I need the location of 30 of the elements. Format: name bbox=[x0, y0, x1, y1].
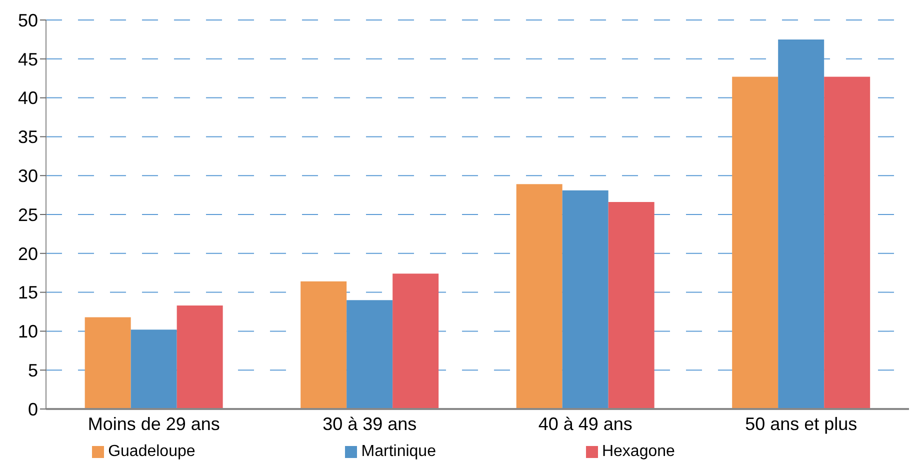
bar bbox=[516, 184, 562, 409]
legend-label: Hexagone bbox=[602, 443, 675, 460]
y-tick-label: 30 bbox=[18, 166, 38, 186]
y-tick-label: 45 bbox=[18, 49, 38, 70]
bar bbox=[608, 202, 654, 409]
y-tick-label: 40 bbox=[18, 88, 38, 108]
bar bbox=[392, 274, 439, 409]
bar bbox=[130, 330, 177, 409]
bar bbox=[778, 39, 824, 409]
y-tick-label: 15 bbox=[18, 282, 38, 303]
bar bbox=[84, 317, 131, 409]
bar bbox=[824, 76, 870, 409]
bar bbox=[562, 190, 608, 409]
y-tick-label: 35 bbox=[18, 127, 38, 148]
y-tick-label: 25 bbox=[18, 204, 38, 225]
legend-label: Martinique bbox=[361, 443, 436, 460]
bar bbox=[300, 281, 347, 409]
y-tick-label: 10 bbox=[18, 322, 38, 342]
y-tick-label: 50 bbox=[18, 10, 38, 30]
bar bbox=[732, 76, 778, 409]
bar bbox=[176, 306, 223, 409]
y-tick-label: 20 bbox=[18, 244, 38, 264]
bar bbox=[346, 300, 393, 409]
x-tick-label: 40 à 49 ans bbox=[538, 414, 632, 434]
y-tick-label: 5 bbox=[28, 360, 38, 380]
x-tick-label: Moins de 29 ans bbox=[88, 414, 220, 434]
legend-label: Guadeloupe bbox=[108, 443, 196, 460]
x-tick-label: 50 ans et plus bbox=[745, 414, 858, 434]
y-tick-label: 0 bbox=[28, 399, 38, 420]
x-tick-label: 30 à 39 ans bbox=[322, 414, 417, 434]
